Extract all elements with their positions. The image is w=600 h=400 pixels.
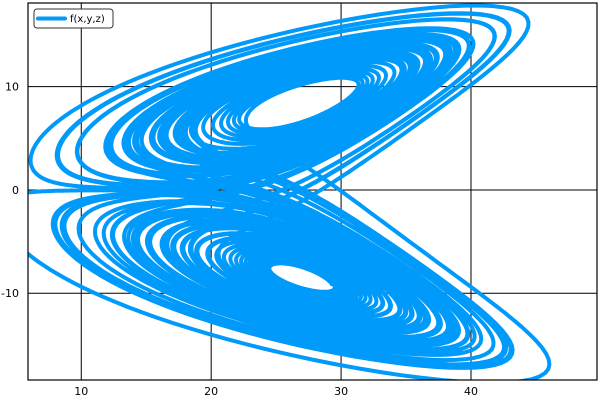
- y-tick-label: 0: [12, 184, 19, 197]
- plot-area: [28, 3, 552, 380]
- ticks: 10 20 30 40 -10 0 10: [1, 81, 478, 398]
- legend-label: f(x,y,z): [70, 14, 105, 25]
- y-tick-label: -10: [1, 287, 19, 300]
- y-tick-label: 10: [5, 81, 19, 94]
- x-tick-label: 40: [464, 385, 478, 398]
- x-tick-label: 10: [74, 385, 88, 398]
- legend: f(x,y,z): [33, 8, 114, 29]
- series-line: [28, 3, 552, 380]
- plot-frame: [27, 2, 598, 381]
- x-tick-label: 30: [334, 385, 348, 398]
- x-tick-label: 20: [204, 385, 218, 398]
- legend-box: [33, 8, 114, 29]
